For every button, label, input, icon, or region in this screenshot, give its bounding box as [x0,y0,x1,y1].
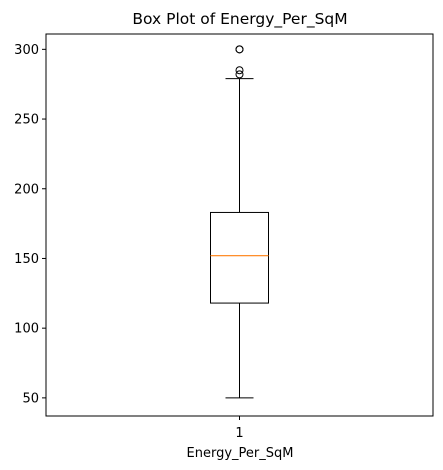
y-tick-label: 100 [14,322,39,337]
interquartile-box [210,211,269,304]
outlier-point [235,70,244,79]
y-tick-label: 200 [14,182,39,197]
y-tick-label: 150 [14,252,39,267]
outlier-point [235,66,244,75]
box-series [210,45,269,399]
y-axis: 50 100 150 200 250 300 [14,43,46,406]
x-tick-label: 1 [235,426,243,441]
y-tick-label: 250 [14,113,39,128]
chart-title: Box Plot of Energy_Per_SqM [132,10,347,29]
x-axis: 1 [235,416,244,441]
x-axis-label: Energy_Per_SqM [187,446,294,461]
y-tick-label: 50 [22,391,39,406]
y-tick-label: 300 [14,43,39,58]
outlier-point [235,45,244,54]
